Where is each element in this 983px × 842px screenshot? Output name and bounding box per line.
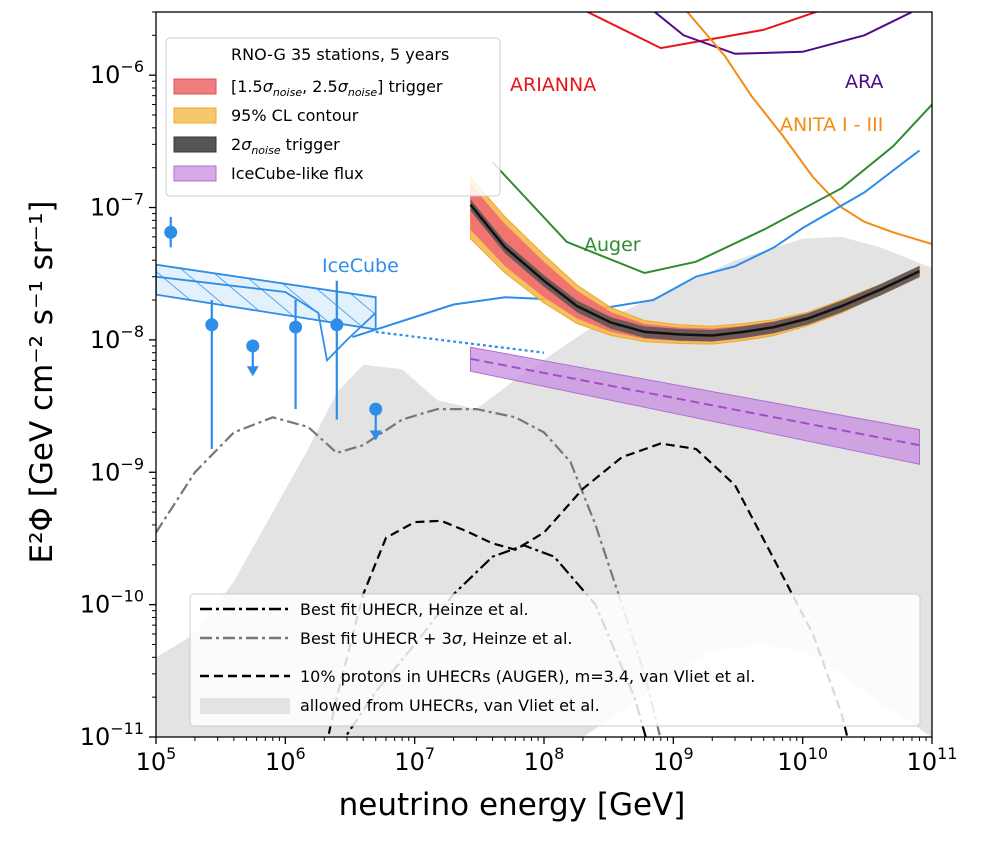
y-axis-label: E²Φ [GeV cm⁻² s⁻¹ sr⁻¹]	[24, 201, 60, 564]
y-tick-label: 10−8	[90, 322, 144, 354]
legend-label-allowed: allowed from UHECRs, van Vliet et al.	[300, 696, 600, 715]
icecube-label: IceCube	[322, 255, 399, 277]
anita-label: ANITA I - III	[780, 114, 883, 136]
icecube-upper-limit-arrow	[369, 430, 382, 441]
protons-curve	[327, 442, 849, 737]
legend-label-protons: 10% protons in UHECRs (AUGER), m=3.4, va…	[300, 667, 755, 686]
auger-curve	[491, 103, 932, 275]
icecube-upper-limit-arrow	[246, 366, 259, 377]
icecube-like-band	[470, 346, 920, 465]
y-tick-label: 10−11	[80, 719, 144, 751]
y-tick-label: 10−10	[80, 587, 144, 619]
legend-swatch-contour	[173, 107, 217, 124]
y-tick-label: 10−7	[90, 190, 144, 222]
legend-top: RNO-G 35 stations, 5 years [1.5σnoise, 2…	[165, 37, 501, 197]
icecube-data-point	[205, 318, 219, 332]
ara-label: ARA	[845, 71, 883, 93]
legend-bottom-frame	[189, 593, 921, 727]
x-tick-label: 1010	[777, 744, 828, 776]
x-tick-label: 105	[136, 744, 177, 776]
arianna-label: ARIANNA	[510, 74, 596, 96]
icecube-data-point	[330, 318, 344, 332]
x-tick-label: 109	[653, 744, 694, 776]
legend-label-2sigma: 2σnoise trigger	[231, 135, 340, 157]
x-tick-label: 108	[524, 744, 565, 776]
icecube-data-point	[369, 402, 383, 416]
icecube-extrapolation-line	[375, 330, 545, 354]
icecube-box-outer-line	[156, 275, 377, 363]
icecube-data-point	[164, 225, 178, 239]
legend-label-icecube-like: IceCube-like flux	[231, 164, 364, 183]
icecube-like-line	[470, 357, 920, 447]
rno-2sigma-band	[470, 199, 920, 342]
icecube-data-point	[289, 320, 303, 334]
legend-swatch-2sigma	[173, 136, 217, 153]
legend-swatch-trigger-band	[173, 78, 217, 95]
y-tick-label: 10−6	[90, 57, 144, 89]
auger-label: Auger	[584, 234, 641, 256]
y-tick-label: 10−9	[90, 454, 144, 486]
x-axis-label: neutrino energy [GeV]	[339, 787, 686, 823]
x-tick-label: 107	[394, 744, 435, 776]
legend-label-best-fit-3sigma: Best fit UHECR + 3σ, Heinze et al.	[300, 629, 573, 648]
axis-ticks: 105 106 107 108 109 1010 1011 10−11 10−10 10−9 10−…	[80, 11, 958, 776]
x-tick-label: 1011	[907, 744, 958, 776]
icecube-data-point	[246, 339, 260, 353]
rno-2sigma-line	[469, 203, 921, 337]
ara-curve	[653, 12, 913, 55]
legend-top-frame	[165, 37, 501, 197]
legend-label-contour: 95% CL contour	[231, 106, 359, 125]
x-tick-label: 106	[265, 744, 306, 776]
legend-label-best-fit: Best fit UHECR, Heinze et al.	[300, 600, 529, 619]
icecube-box-hatch	[156, 263, 377, 331]
best-fit-3sigma-curve	[156, 408, 662, 737]
arianna-curve	[585, 12, 820, 50]
legend-swatch-icecube-like	[173, 165, 217, 182]
icecube-limit-curve	[352, 149, 921, 339]
legend-top-title: RNO-G 35 stations, 5 years	[231, 45, 449, 64]
anita-curve	[686, 12, 932, 245]
legend-swatch-allowed	[200, 698, 290, 714]
legend-label-trigger-band: [1.5σnoise, 2.5σnoise] trigger	[231, 77, 443, 99]
rno-trigger-band	[470, 184, 920, 342]
legend-bottom: Best fit UHECR, Heinze et al. Best fit U…	[189, 593, 921, 727]
